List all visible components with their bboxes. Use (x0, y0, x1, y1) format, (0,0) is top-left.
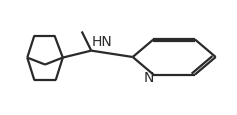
Text: N: N (144, 70, 154, 84)
Text: HN: HN (91, 34, 112, 48)
